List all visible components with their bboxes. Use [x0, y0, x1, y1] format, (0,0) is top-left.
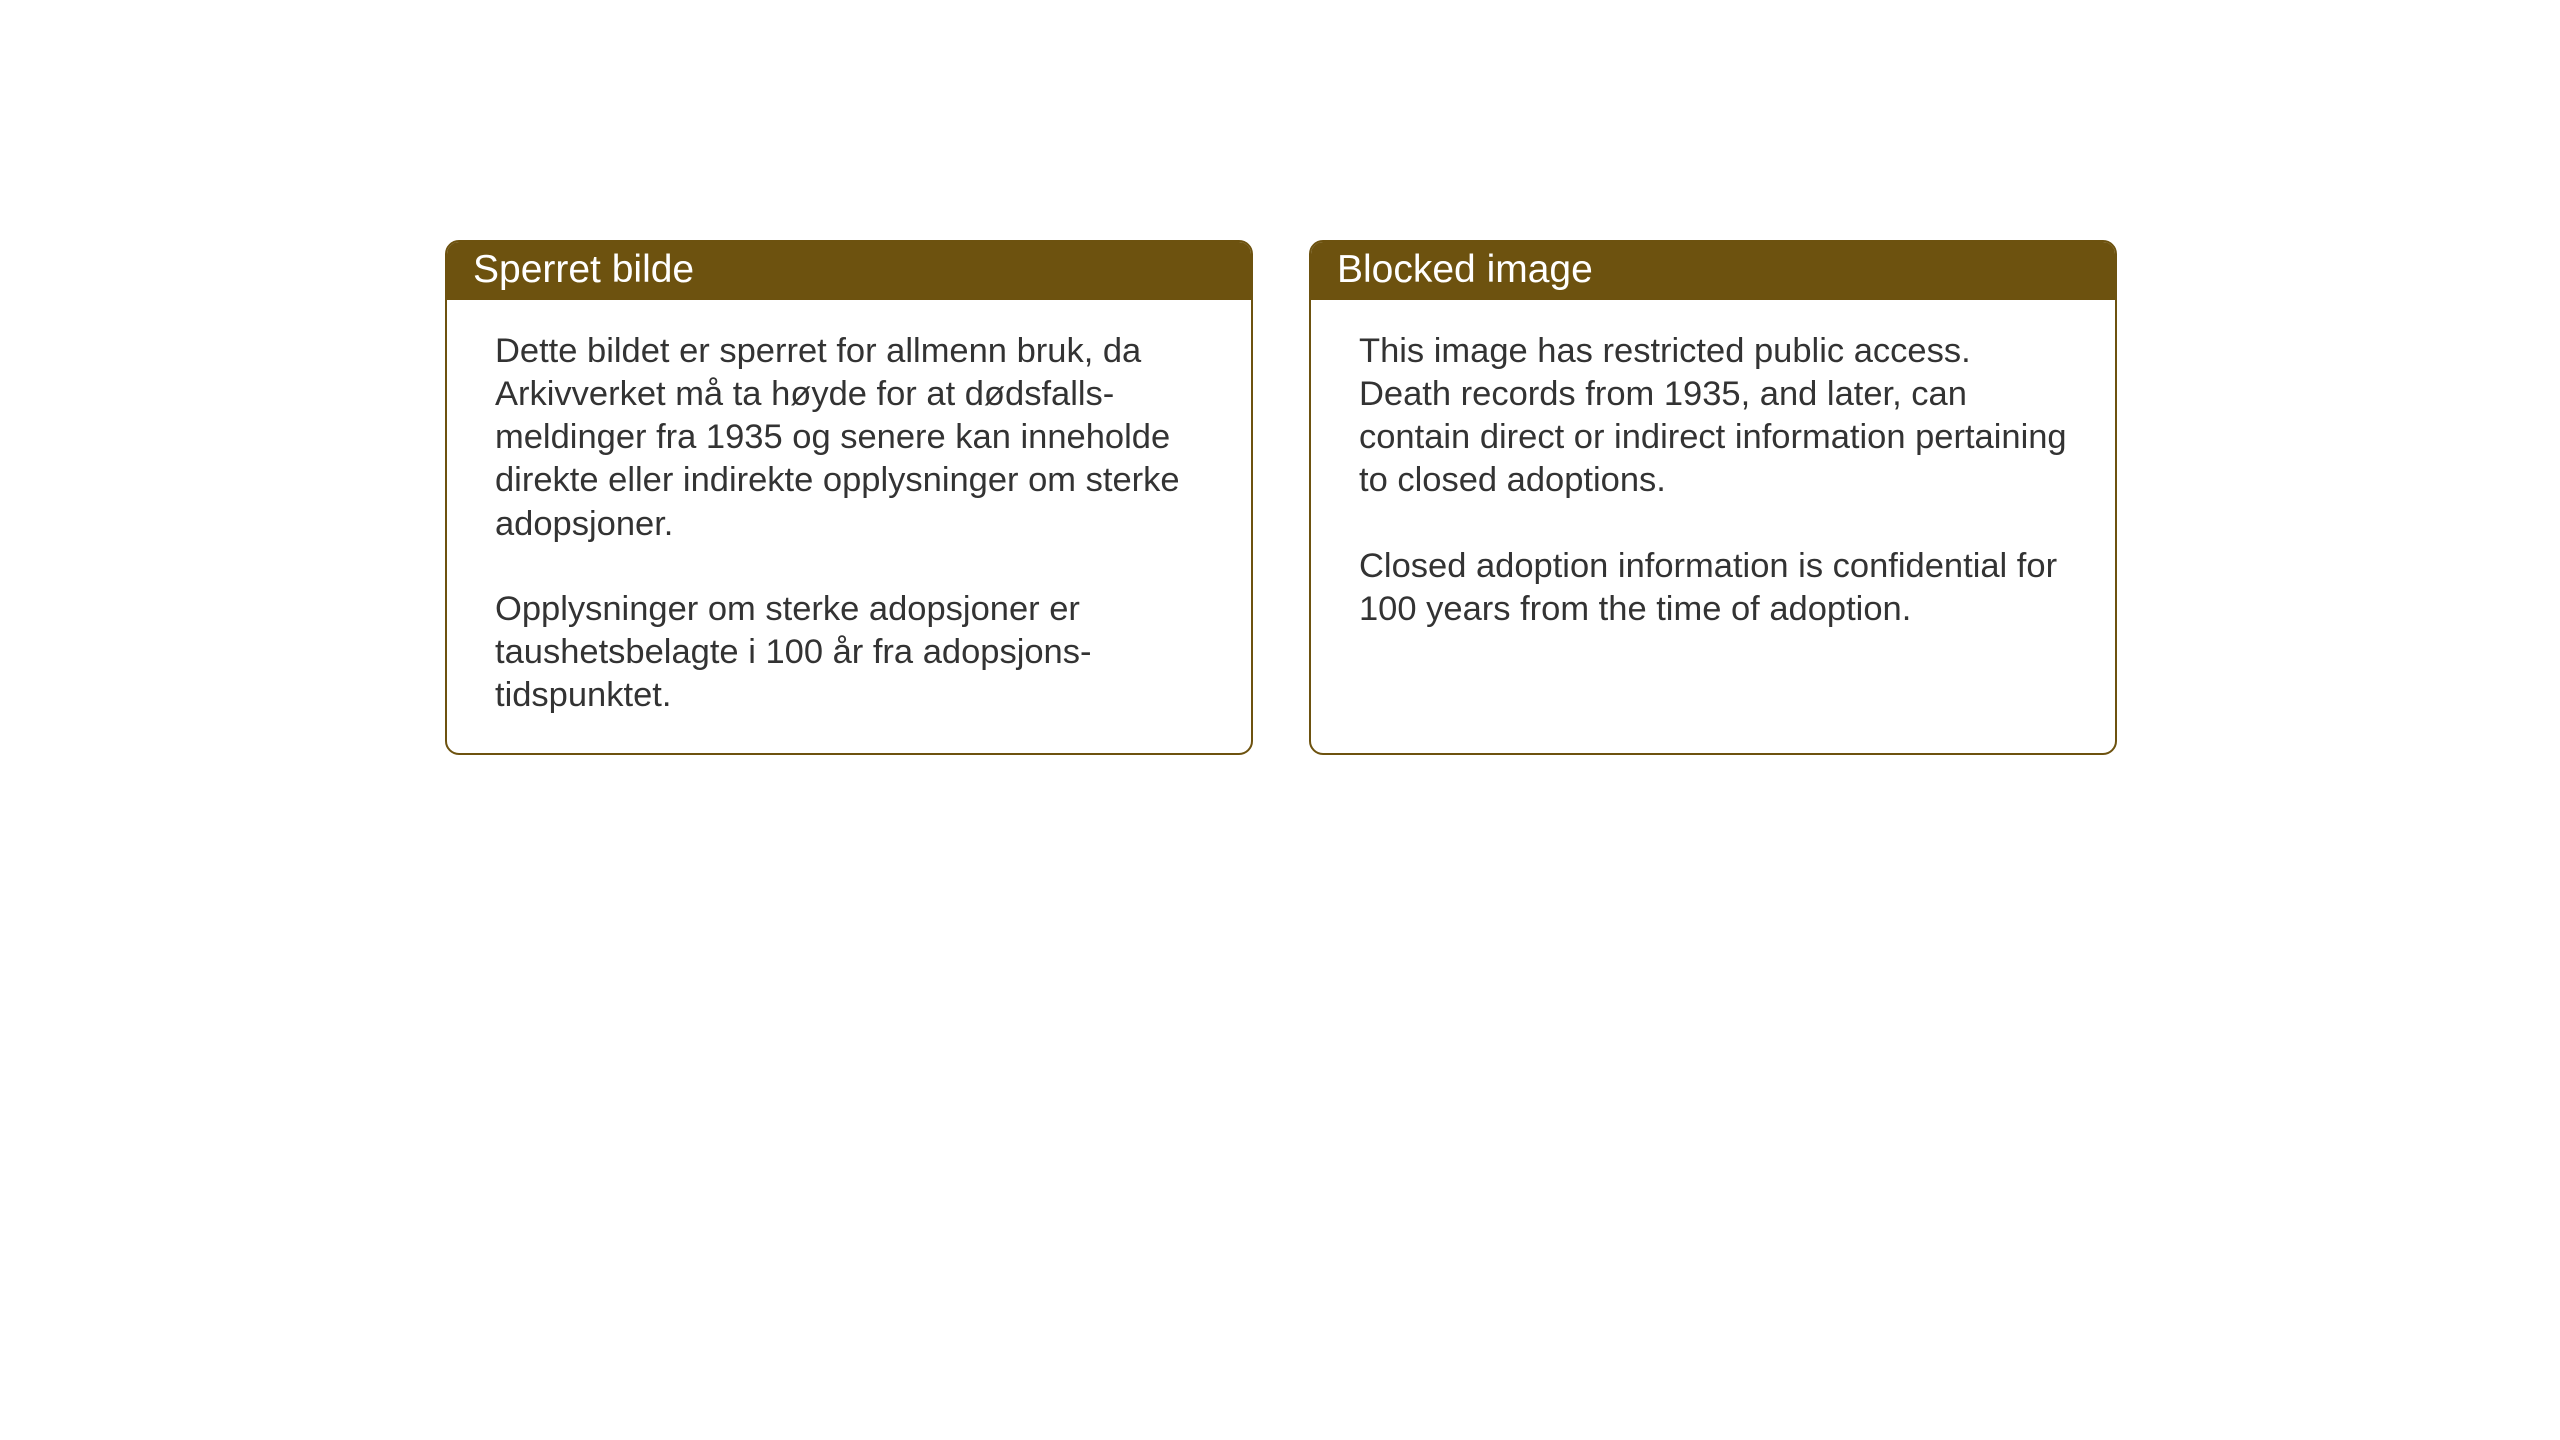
cards-container: Sperret bilde Dette bildet er sperret fo… — [445, 240, 2117, 755]
info-card-english: Blocked image This image has restricted … — [1309, 240, 2117, 755]
card-body-norwegian: Dette bildet er sperret for allmenn bruk… — [447, 300, 1251, 753]
card-body-english: This image has restricted public access.… — [1311, 300, 2115, 709]
card-paragraph: Dette bildet er sperret for allmenn bruk… — [495, 330, 1203, 546]
card-paragraph: This image has restricted public access.… — [1359, 330, 2067, 503]
card-header-norwegian: Sperret bilde — [447, 242, 1251, 300]
info-card-norwegian: Sperret bilde Dette bildet er sperret fo… — [445, 240, 1253, 755]
card-header-english: Blocked image — [1311, 242, 2115, 300]
card-paragraph: Closed adoption information is confident… — [1359, 545, 2067, 631]
card-title: Sperret bilde — [473, 248, 694, 291]
card-title: Blocked image — [1337, 248, 1593, 291]
card-paragraph: Opplysninger om sterke adopsjoner er tau… — [495, 588, 1203, 717]
